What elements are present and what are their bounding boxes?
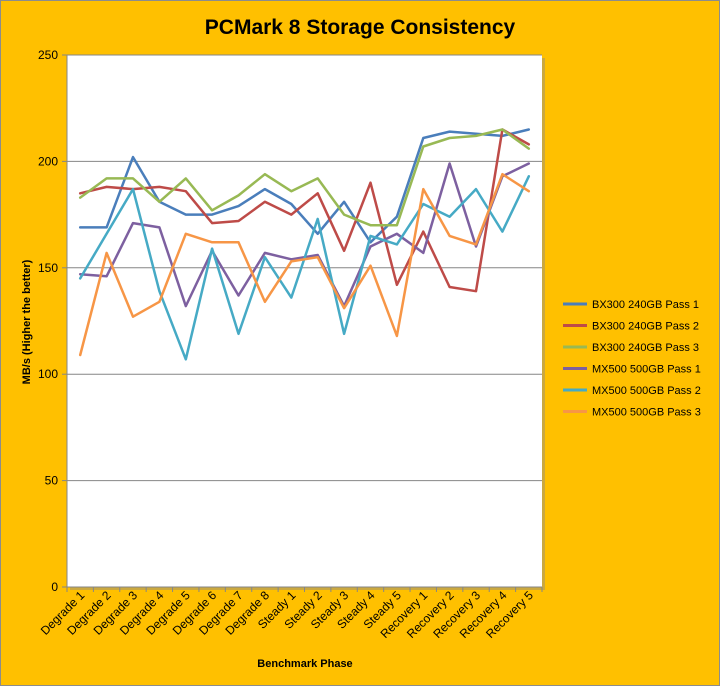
y-tick-label: 250 bbox=[38, 48, 58, 62]
legend-label: MX500 500GB Pass 1 bbox=[592, 364, 701, 376]
chart-title: PCMark 8 Storage Consistency bbox=[205, 16, 516, 39]
y-tick-label: 100 bbox=[38, 367, 58, 381]
legend: BX300 240GB Pass 1 BX300 240GB Pass 2 BX30… bbox=[563, 299, 701, 419]
legend-label: MX500 500GB Pass 2 bbox=[592, 385, 701, 397]
y-axis-ticks: 0 50 100 150 200 250 bbox=[38, 48, 68, 594]
y-tick-label: 50 bbox=[45, 474, 59, 488]
legend-label: MX500 500GB Pass 3 bbox=[592, 407, 701, 419]
series-lines bbox=[78, 128, 531, 361]
gridlines bbox=[67, 54, 542, 588]
series-line bbox=[78, 128, 531, 244]
series-line bbox=[78, 128, 531, 227]
y-tick-label: 150 bbox=[38, 261, 58, 275]
x-axis-label: Benchmark Phase bbox=[257, 658, 352, 670]
series-line bbox=[78, 128, 531, 293]
series-line bbox=[78, 172, 531, 357]
y-tick-label: 200 bbox=[38, 154, 58, 168]
legend-label: BX300 240GB Pass 3 bbox=[592, 342, 699, 354]
y-tick-label: 0 bbox=[51, 580, 58, 594]
legend-label: BX300 240GB Pass 1 bbox=[592, 299, 699, 311]
plot-area bbox=[67, 55, 542, 587]
legend-label: BX300 240GB Pass 2 bbox=[592, 321, 699, 333]
y-axis-label: MB/s (Higher the better) bbox=[21, 259, 33, 384]
